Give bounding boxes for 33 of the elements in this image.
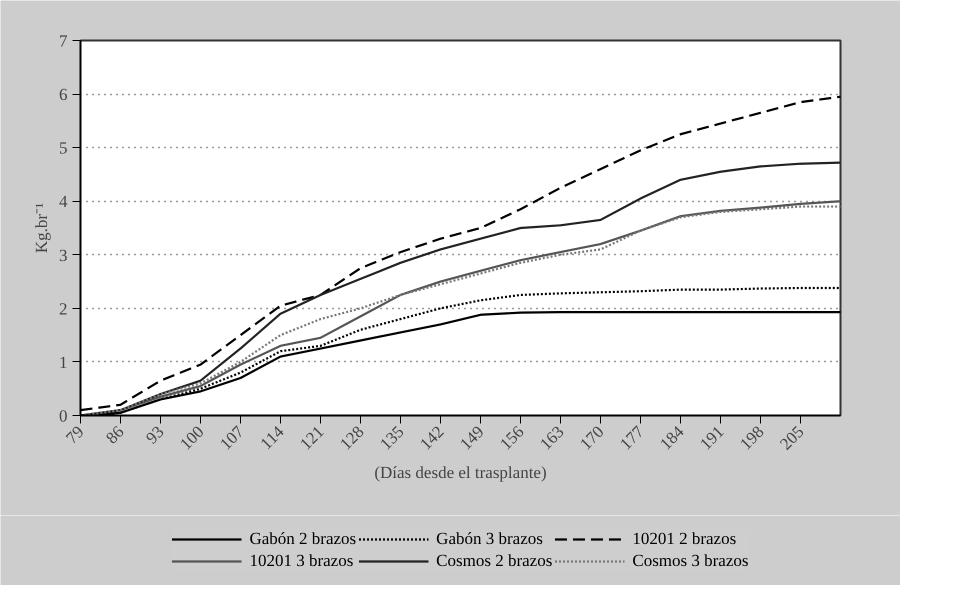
- x-tick-label: 86: [102, 422, 128, 448]
- y-tick-label: 3: [59, 246, 68, 265]
- y-tick-label: 1: [59, 352, 68, 372]
- x-tick-label: 149: [456, 422, 488, 454]
- x-tick-label: 170: [576, 422, 608, 454]
- x-tick-label: 121: [296, 422, 328, 454]
- y-tick-label: 7: [59, 32, 68, 50]
- x-tick-label: 100: [176, 422, 208, 454]
- x-tick-label: 128: [336, 422, 368, 454]
- x-tick-label: 93: [142, 422, 168, 448]
- y-tick-label: 5: [59, 138, 68, 158]
- legend-label: 10201 2 brazos: [632, 529, 736, 549]
- y-axis-title: Kg.br⁻¹: [32, 202, 51, 254]
- y-tick-label: 2: [59, 299, 68, 318]
- x-tick-label: 191: [696, 422, 728, 454]
- x-tick-label: 198: [736, 422, 768, 454]
- x-tick-label: 177: [616, 422, 648, 454]
- x-tick-label: 114: [256, 422, 288, 454]
- x-tick-label: 107: [216, 422, 248, 454]
- x-axis-title: (Días desde el trasplante): [374, 463, 547, 482]
- x-tick-label: 156: [496, 422, 528, 454]
- x-tick-label: 135: [376, 422, 408, 454]
- y-tick-label: 4: [59, 192, 68, 212]
- x-tick-label: 205: [776, 422, 808, 454]
- x-tick-label: 142: [416, 422, 448, 454]
- x-tick-label: 163: [536, 422, 568, 454]
- legend-label: 10201 3 brazos: [249, 551, 354, 571]
- legend-label: Gabón 3 brazos: [436, 529, 543, 549]
- y-tick-label: 6: [59, 85, 68, 104]
- x-tick-label: 184: [656, 422, 688, 454]
- legend-label: Gabón 2 brazos: [249, 529, 356, 549]
- legend-label: Cosmos 3 brazos: [632, 551, 749, 571]
- legend-label: Cosmos 2 brazos: [436, 551, 552, 571]
